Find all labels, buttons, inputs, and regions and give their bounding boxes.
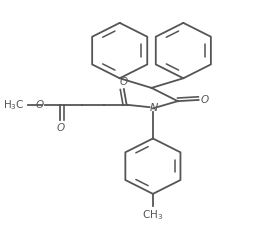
Text: N: N: [150, 103, 158, 113]
Text: O: O: [201, 95, 209, 105]
Text: O: O: [56, 123, 64, 133]
Text: CH$_3$: CH$_3$: [142, 208, 163, 222]
Text: H$_3$C: H$_3$C: [3, 98, 24, 112]
Text: O: O: [120, 77, 128, 87]
Text: O: O: [36, 100, 44, 110]
